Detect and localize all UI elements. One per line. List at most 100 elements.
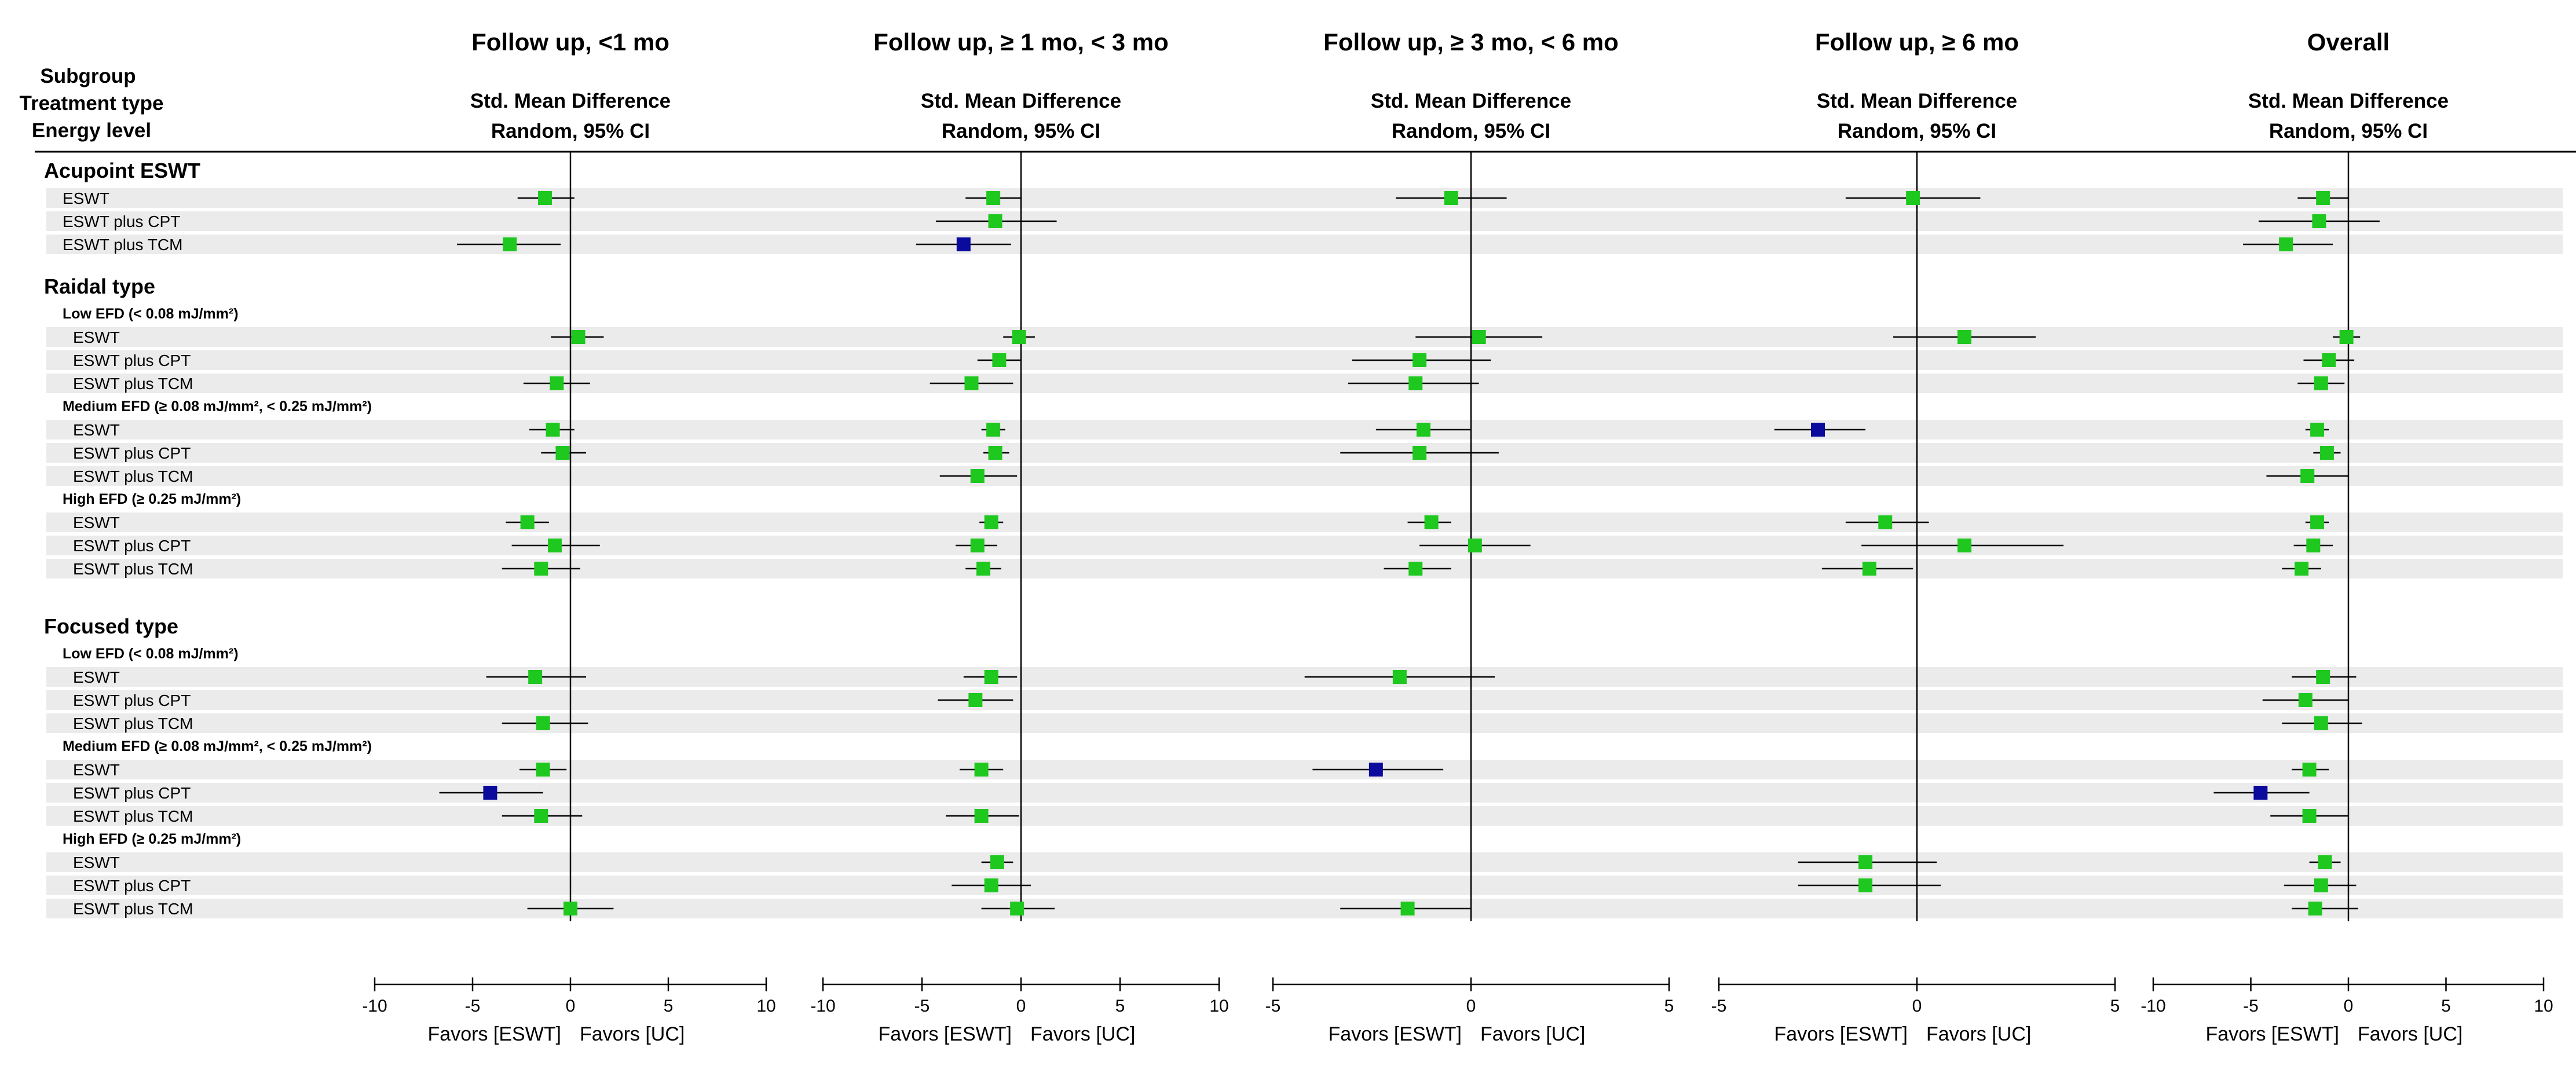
row-stripe — [46, 667, 2563, 687]
row-stripe — [46, 466, 2563, 486]
row-label: ESWT — [63, 189, 109, 207]
row-stripe — [46, 783, 2563, 803]
row-label: ESWT plus TCM — [73, 375, 193, 393]
row-stripe — [46, 760, 2563, 779]
point-estimate — [970, 469, 985, 483]
tick-label: -5 — [465, 997, 481, 1016]
row-stripe — [46, 690, 2563, 710]
tick-label: 0 — [1912, 997, 1922, 1016]
panel-3: Follow up, ≥ 3 mo, < 6 mo Std. Mean Diffe… — [1265, 28, 1674, 1045]
row-label: ESWT plus TCM — [63, 236, 182, 254]
tick-label: 10 — [756, 997, 775, 1016]
panel-header-method: Random, 95% CI — [942, 120, 1100, 142]
point-estimate — [546, 423, 560, 437]
favors-left-label: Favors [ESWT] — [1329, 1023, 1462, 1045]
favors-right-label: Favors [UC] — [1480, 1023, 1585, 1045]
row-label: ESWT — [73, 328, 120, 346]
favors-right-label: Favors [UC] — [1926, 1023, 2031, 1045]
row-stripe — [46, 806, 2563, 826]
point-estimate — [964, 376, 979, 390]
point-estimate — [2339, 330, 2354, 344]
row-label: ESWT plus TCM — [73, 900, 193, 918]
row-label: ESWT plus TCM — [73, 467, 193, 485]
panel-title: Follow up, ≥ 6 mo — [1815, 28, 2019, 56]
row-label: ESWT plus CPT — [73, 691, 191, 709]
tick-label: -10 — [362, 997, 387, 1016]
point-estimate — [550, 376, 564, 390]
section-title: Raidal type — [44, 274, 155, 298]
panel-header-method: Random, 95% CI — [1392, 120, 1550, 142]
point-estimate — [1010, 902, 1024, 915]
point-estimate — [968, 693, 983, 707]
panel-header-method: Random, 95% CI — [1838, 120, 1996, 142]
row-label: ESWT plus TCM — [73, 715, 193, 733]
panel-title: Follow up, <1 mo — [471, 28, 669, 56]
point-estimate — [2300, 469, 2315, 483]
favors-left-label: Favors [ESWT] — [428, 1023, 561, 1045]
row-stripe — [46, 559, 2563, 578]
tick-label: 5 — [1115, 997, 1125, 1016]
point-estimate — [547, 539, 562, 552]
point-estimate — [1957, 330, 1972, 344]
tick-label: 10 — [2534, 997, 2553, 1016]
row-stripe — [46, 188, 2563, 208]
point-estimate — [503, 237, 517, 251]
row-stripe — [46, 350, 2563, 370]
point-estimate — [1444, 191, 1458, 205]
point-estimate — [1400, 902, 1415, 915]
point-estimate — [988, 214, 1002, 228]
tick-label: -5 — [2243, 997, 2259, 1016]
row-stripe — [46, 852, 2563, 872]
tick-label: 0 — [2344, 997, 2354, 1016]
tick-label: 5 — [664, 997, 674, 1016]
subgroup-label: Low EFD (< 0.08 mJ/mm²) — [63, 646, 239, 662]
section-title: Focused type — [44, 614, 178, 638]
row-stripe — [46, 713, 2563, 733]
point-estimate — [2253, 786, 2268, 800]
row-label: ESWT plus TCM — [73, 807, 193, 825]
row-label: ESWT plus CPT — [73, 877, 191, 895]
tick-label: 0 — [566, 997, 576, 1016]
point-estimate — [970, 539, 985, 552]
point-estimate — [534, 809, 548, 823]
row-label: ESWT — [73, 854, 120, 871]
point-estimate — [1468, 539, 1482, 552]
tick-label: -5 — [1265, 997, 1281, 1016]
point-estimate — [2312, 214, 2326, 228]
panel-4: Follow up, ≥ 6 mo Std. Mean Difference Ran… — [1711, 28, 2120, 1045]
header-energy-level: Energy level — [32, 119, 151, 142]
row-label: ESWT plus CPT — [63, 213, 180, 230]
favors-left-label: Favors [ESWT] — [1774, 1023, 1908, 1045]
row-stripe — [46, 235, 2563, 254]
point-estimate — [984, 515, 998, 529]
point-estimate — [536, 716, 550, 730]
point-estimate — [520, 515, 535, 529]
point-estimate — [2308, 902, 2322, 915]
row-stripe — [46, 373, 2563, 393]
point-estimate — [1408, 376, 1423, 390]
point-estimate — [1906, 191, 1920, 205]
tick-label: 10 — [1209, 997, 1228, 1016]
subgroup-label: Medium EFD (≥ 0.08 mJ/mm², < 0.25 mJ/mm²… — [63, 738, 372, 755]
header-subgroup: Subgroup — [40, 65, 136, 87]
point-estimate — [2319, 446, 2334, 460]
point-estimate — [2314, 376, 2328, 390]
point-estimate — [984, 878, 998, 892]
row-stripe — [46, 420, 2563, 440]
point-estimate — [1368, 763, 1383, 777]
panel-header-measure: Std. Mean Difference — [470, 90, 671, 112]
row-labels: Subgroup Treatment type Energy level Acupoi… — [20, 65, 2576, 918]
row-stripes — [46, 188, 2563, 918]
panel-title: Follow up, ≥ 3 mo, < 6 mo — [1323, 28, 1619, 56]
point-estimate — [1878, 515, 1893, 529]
header-treatment-type: Treatment type — [20, 92, 164, 115]
tick-label: 0 — [1466, 997, 1476, 1016]
panel-1: Follow up, <1 mo Std. Mean Difference Rand… — [362, 28, 775, 1045]
subgroup-label: High EFD (≥ 0.25 mJ/mm²) — [63, 831, 241, 847]
subgroup-label: High EFD (≥ 0.25 mJ/mm²) — [63, 491, 241, 507]
point-estimate — [990, 855, 1004, 869]
point-estimate — [564, 902, 577, 915]
panel-header-measure: Std. Mean Difference — [2248, 90, 2449, 112]
row-label: ESWT plus CPT — [73, 537, 191, 555]
point-estimate — [534, 562, 548, 576]
